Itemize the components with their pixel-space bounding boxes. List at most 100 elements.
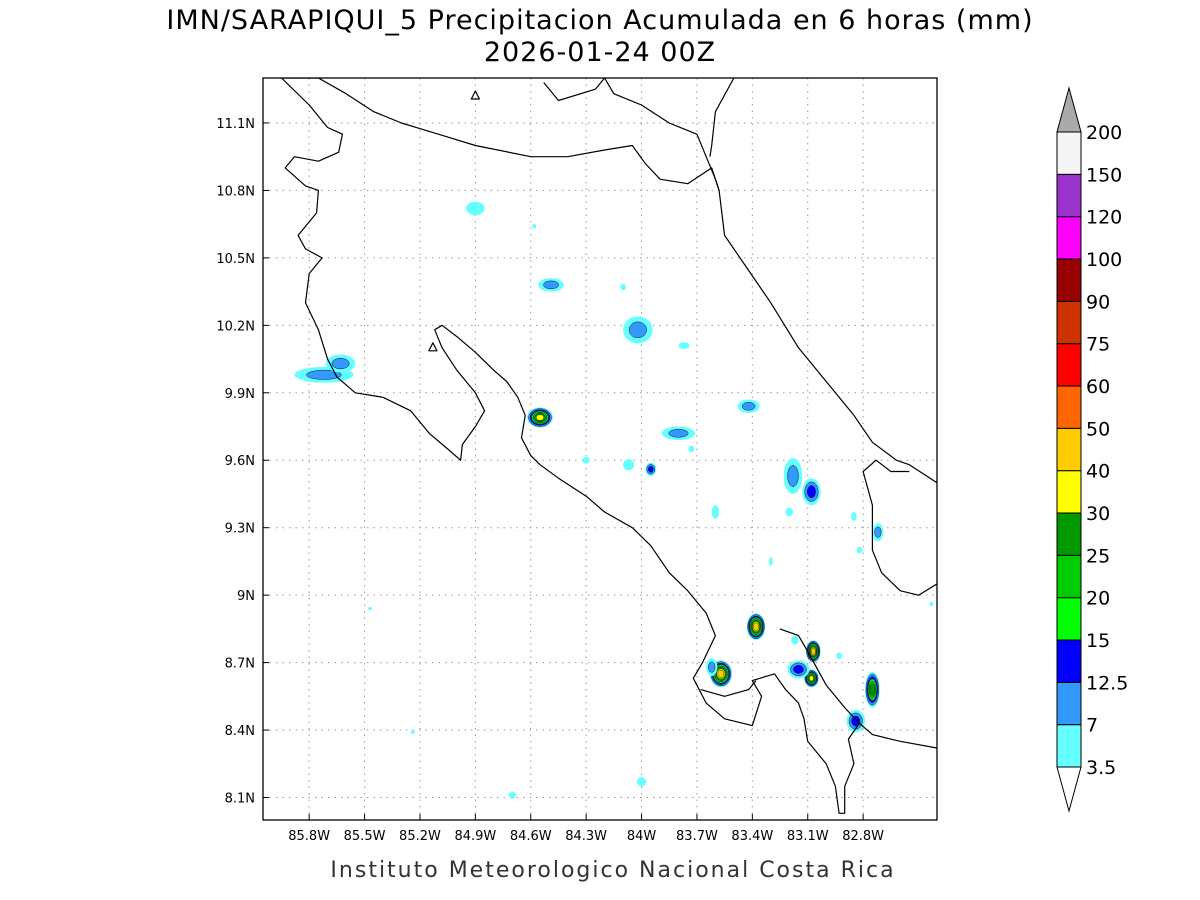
colorbar-arrow-top (1056, 86, 1082, 133)
precip-contour-3.5 (620, 283, 626, 291)
precip-cell (785, 507, 793, 517)
coastline (779, 628, 860, 724)
colorbar-swatch-15 (1056, 597, 1082, 641)
precip-cell (582, 456, 590, 464)
graticule (263, 78, 937, 820)
precip-contour-40 (810, 647, 816, 655)
precip-cell (538, 278, 564, 292)
colorbar-swatch-75 (1056, 300, 1082, 345)
precip-contour-3.5 (791, 635, 799, 645)
precip-cell (325, 354, 356, 373)
island-outline (470, 90, 480, 100)
coastline (709, 78, 735, 157)
coastline (862, 459, 937, 596)
colorbar-label: 150 (1086, 164, 1122, 186)
lat-tick-label: 9.6N (225, 454, 255, 469)
lat-tick-label: 9.9N (225, 387, 255, 402)
lat-tick-label: 10.2N (216, 319, 255, 334)
precip-contour-3.5 (929, 601, 934, 607)
precip-contour-7 (874, 526, 882, 538)
colorbar-label: 15 (1086, 630, 1110, 652)
precip-cell (623, 459, 635, 471)
map-title: IMN/SARAPIQUI_5 Precipitacion Acumulada … (166, 5, 1033, 36)
precip-cell (410, 730, 415, 735)
lat-tick-label: 8.1N (225, 792, 255, 807)
map-panel: 85.8W 85.5W 85.2W 84.9W 84.6W 84.3W 84W 83.7W 83… (216, 77, 938, 844)
precip-contour-3.5 (711, 505, 720, 519)
colorbar-swatch-50 (1056, 385, 1082, 429)
precip-contour-3.5 (508, 791, 516, 799)
precip-contour-7 (543, 280, 559, 290)
precip-cell (746, 613, 766, 641)
precip-cell (711, 505, 720, 519)
colorbar-label: 30 (1086, 503, 1110, 525)
lat-tick-label: 9N (237, 589, 255, 604)
colorbar-swatch-150 (1056, 131, 1082, 175)
colorbar-label: 200 (1086, 122, 1122, 144)
precip-cell (851, 511, 857, 521)
island-outline (428, 342, 438, 352)
precip-contour-3.5 (466, 201, 485, 216)
precip-contour-3.5 (410, 730, 415, 735)
colorbar-swatch-100 (1056, 216, 1082, 260)
precip-cell (802, 478, 821, 506)
footer-credit: Instituto Meteorologico Nacional Costa R… (330, 858, 895, 883)
colorbar-swatch-3.5 (1056, 724, 1082, 768)
precip-cell (623, 316, 653, 344)
precip-contour-7 (668, 429, 689, 438)
precip-cell (856, 546, 863, 554)
coastline (604, 78, 937, 484)
colorbar-swatch-40 (1056, 427, 1082, 472)
precip-contour-3.5 (623, 459, 635, 471)
precip-cell (508, 791, 516, 799)
precip-contour-3.5 (636, 777, 647, 787)
precip-contour-3.5 (678, 342, 690, 349)
coastline (543, 78, 606, 102)
colorbar-label: 20 (1086, 588, 1110, 610)
precip-cell (791, 635, 799, 645)
precip-cell (620, 283, 626, 291)
precip-contour-12.5 (648, 465, 654, 473)
colorbar-label: 50 (1086, 418, 1110, 440)
colorbar-swatch-12.5 (1056, 639, 1082, 683)
colorbar-swatch-30 (1056, 470, 1082, 514)
precip-contour-7 (787, 465, 799, 487)
lat-tick-label: 9.3N (225, 522, 255, 537)
precip-cell (737, 399, 760, 414)
lon-tick-label: 83.4W (731, 829, 773, 844)
colorbar-label: 7 (1086, 715, 1098, 737)
map-frame (262, 77, 938, 821)
precip-cell (872, 523, 884, 542)
lon-tick-label: 85.5W (344, 829, 386, 844)
precip-contour-40 (717, 669, 725, 678)
precip-contour-3.5 (532, 224, 537, 229)
precip-cell (836, 652, 842, 660)
latitude-axis: 8.1N 8.4N 8.7N 9N 9.3N 9.6N 9.9N 10.2N 10.5N 10.8… (216, 117, 269, 807)
precip-contour-25 (869, 683, 875, 696)
colorbar-swatch-7 (1056, 681, 1082, 726)
precip-cell (368, 606, 372, 611)
lon-tick-label: 84.9W (454, 829, 496, 844)
coastline (281, 78, 720, 191)
colorbar-legend: 3.5 7 12.5 15 20 25 30 40 50 60 75 90 100 120 150 200 (1056, 86, 1128, 813)
precip-cell (661, 426, 696, 441)
map-background (263, 78, 937, 820)
precip-contour-7 (306, 369, 342, 380)
precip-cell (846, 709, 865, 733)
precip-contour-3.5 (785, 507, 793, 517)
colorbar-swatch-20 (1056, 554, 1082, 599)
precip-cell (645, 462, 657, 476)
precip-contour-7 (708, 661, 716, 673)
precip-contour-3.5 (368, 606, 372, 611)
precip-cell (532, 224, 537, 229)
precip-contour-3.5 (688, 445, 695, 453)
colorbar-label: 90 (1086, 291, 1110, 313)
colorbar-label: 60 (1086, 376, 1110, 398)
precip-contour-30 (808, 675, 814, 682)
precip-contour-3.5 (856, 546, 863, 554)
precip-contour-7 (741, 402, 756, 411)
precip-contour-12.5 (806, 485, 816, 499)
coastline (281, 78, 937, 814)
colorbar-label: 75 (1086, 334, 1110, 356)
precip-contour-7 (331, 358, 350, 370)
